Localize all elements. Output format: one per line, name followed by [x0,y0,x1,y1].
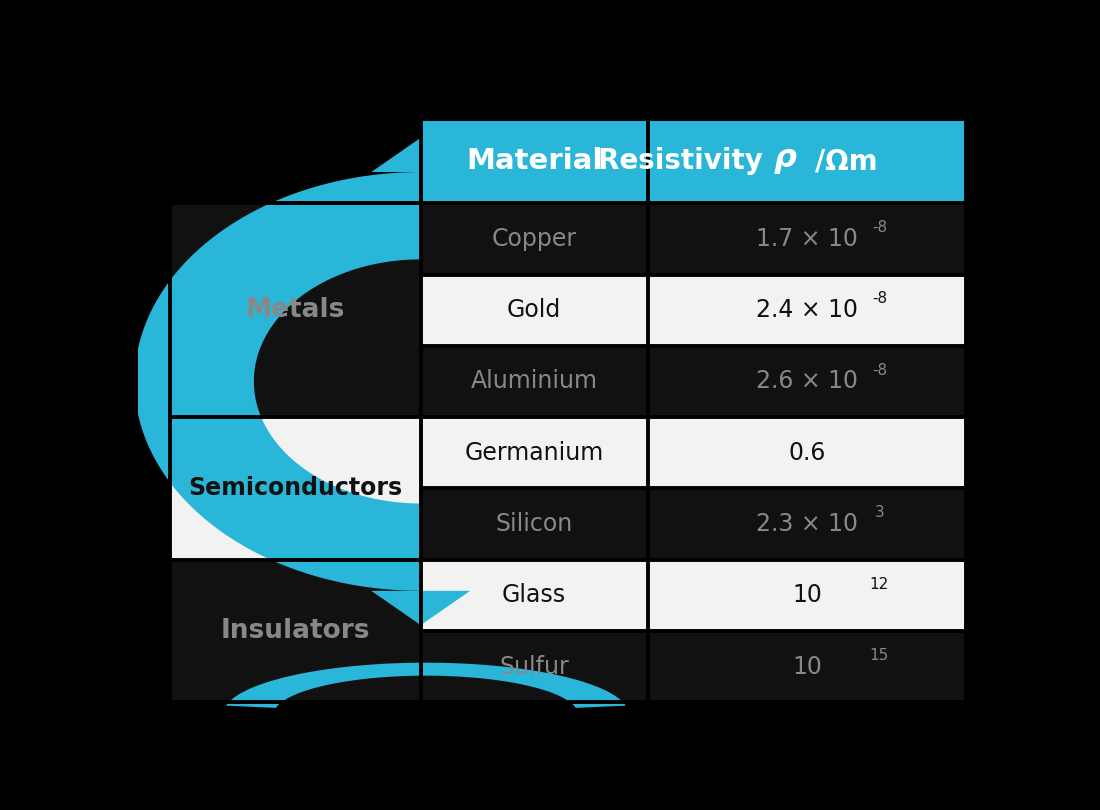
Text: 10: 10 [792,654,822,679]
Bar [169,203,420,275]
Text: 3: 3 [874,505,884,520]
Bar [648,631,966,702]
Text: /Ωm: /Ωm [815,147,878,175]
Text: 1.7 × 10: 1.7 × 10 [756,227,858,251]
Text: 15: 15 [870,648,889,663]
Bar [648,417,966,488]
Bar [420,631,648,702]
Text: 2.3 × 10: 2.3 × 10 [756,512,858,536]
Text: Gold: Gold [507,298,561,322]
Polygon shape [372,138,470,172]
Text: Semiconductors: Semiconductors [188,476,403,501]
Text: Metals: Metals [245,297,345,323]
Polygon shape [372,590,470,625]
Bar [169,488,420,560]
Bar [169,119,420,203]
Bar [648,560,966,631]
Bar [420,488,648,560]
Text: 2.6 × 10: 2.6 × 10 [756,369,858,394]
Bar [420,560,648,631]
Bar [169,560,420,631]
Text: Germanium: Germanium [464,441,604,465]
Text: 2.4 × 10: 2.4 × 10 [756,298,858,322]
Text: Resistivity: Resistivity [598,147,773,175]
Bar [169,631,420,702]
Bar [648,119,966,203]
Bar [420,346,648,417]
Bar [420,417,648,488]
Bar [648,488,966,560]
Text: -8: -8 [872,292,887,306]
Bar [648,203,966,275]
Bar [169,346,420,417]
Bar [648,275,966,346]
Polygon shape [226,663,626,708]
Bar [420,203,648,275]
Text: Silicon: Silicon [495,512,573,536]
Bar [420,275,648,346]
Text: Insulators: Insulators [221,618,370,644]
Text: Sulfur: Sulfur [499,654,569,679]
Text: Material: Material [466,147,603,175]
Text: Aluminium: Aluminium [471,369,597,394]
Polygon shape [134,172,420,590]
Text: Glass: Glass [502,583,566,608]
Bar [648,346,966,417]
Bar [420,119,648,203]
Bar [169,417,420,488]
Text: Copper: Copper [492,227,576,251]
Text: -8: -8 [872,363,887,377]
Text: -8: -8 [872,220,887,235]
Text: ρ: ρ [774,143,798,173]
Bar [169,417,420,560]
Bar [169,275,420,346]
Text: 10: 10 [792,583,822,608]
Text: 0.6: 0.6 [789,441,826,465]
Text: 12: 12 [870,577,889,591]
